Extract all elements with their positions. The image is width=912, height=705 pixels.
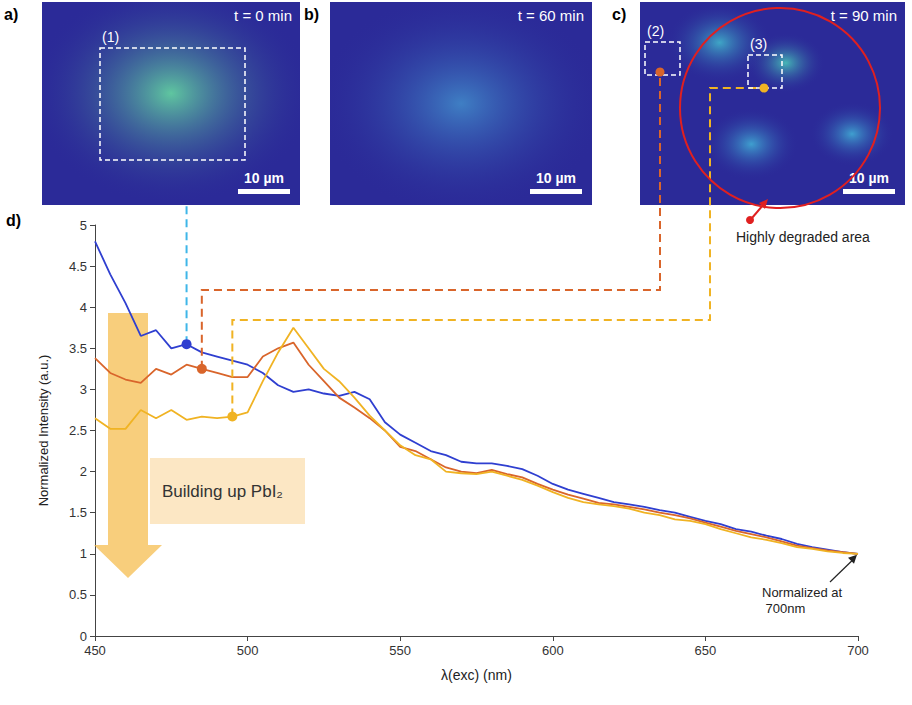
svg-text:b): b) <box>304 6 319 23</box>
svg-text:a): a) <box>4 6 18 23</box>
svg-text:550: 550 <box>389 643 411 658</box>
svg-text:1: 1 <box>80 546 87 561</box>
svg-text:3.5: 3.5 <box>69 341 87 356</box>
svg-text:t = 90 min: t = 90 min <box>831 7 897 24</box>
svg-text:10 µm: 10 µm <box>536 170 576 186</box>
svg-text:d): d) <box>6 212 21 229</box>
svg-text:600: 600 <box>542 643 564 658</box>
svg-text:3: 3 <box>80 382 87 397</box>
svg-text:t = 0 min: t = 0 min <box>234 7 292 24</box>
svg-text:4.5: 4.5 <box>69 259 87 274</box>
svg-text:Normalized Intensity (a.u.): Normalized Intensity (a.u.) <box>36 355 51 507</box>
svg-text:500: 500 <box>237 643 259 658</box>
svg-text:10 µm: 10 µm <box>244 170 284 186</box>
svg-text:450: 450 <box>84 643 106 658</box>
svg-text:5: 5 <box>80 218 87 233</box>
svg-text:Building up PbI₂: Building up PbI₂ <box>162 482 283 501</box>
svg-text:c): c) <box>612 6 626 23</box>
svg-text:(3): (3) <box>750 36 767 52</box>
svg-text:700: 700 <box>847 643 869 658</box>
svg-text:2.5: 2.5 <box>69 423 87 438</box>
svg-text:(2): (2) <box>647 23 664 39</box>
svg-text:2: 2 <box>80 464 87 479</box>
svg-text:Normalized at: Normalized at <box>762 585 843 600</box>
svg-text:Highly degraded area: Highly degraded area <box>736 229 870 245</box>
svg-text:(1): (1) <box>102 29 119 45</box>
svg-text:0: 0 <box>80 629 87 644</box>
svg-text:λ(exc) (nm): λ(exc) (nm) <box>441 667 512 683</box>
svg-text:1.5: 1.5 <box>69 505 87 520</box>
svg-text:0.5: 0.5 <box>69 587 87 602</box>
svg-text:10 µm: 10 µm <box>849 170 889 186</box>
svg-text:t = 60 min: t = 60 min <box>518 7 584 24</box>
svg-text:650: 650 <box>695 643 717 658</box>
svg-text:700nm: 700nm <box>762 601 805 616</box>
svg-text:4: 4 <box>80 300 87 315</box>
